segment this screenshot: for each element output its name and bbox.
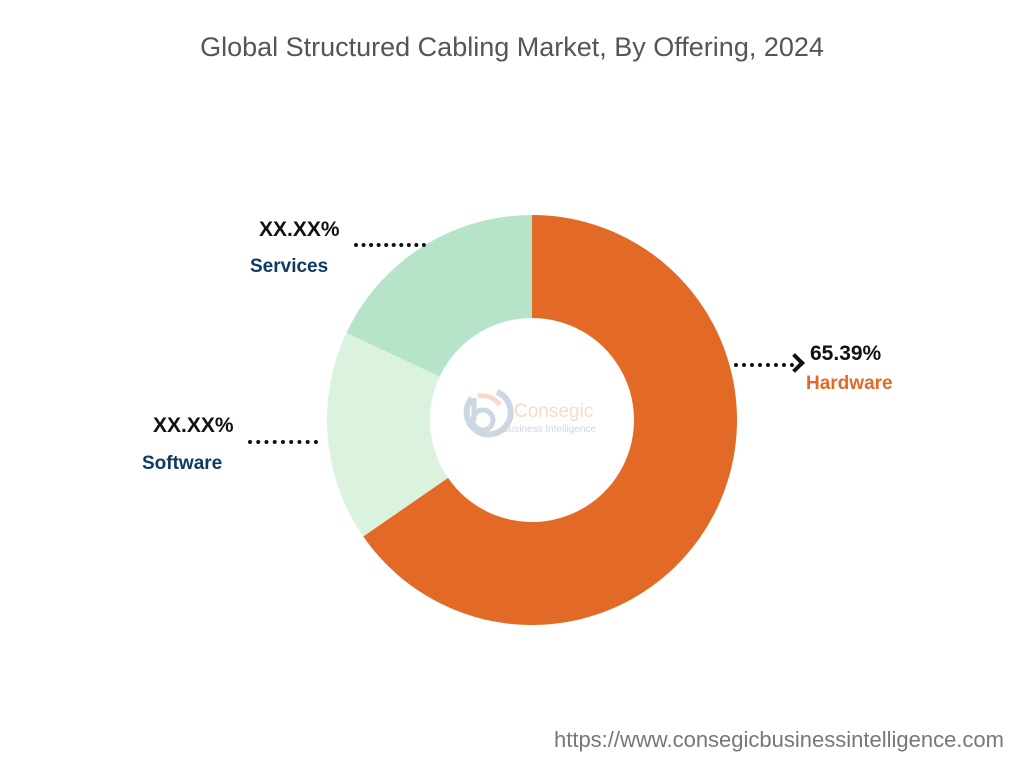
services-value-label: XX.XX% bbox=[259, 218, 340, 241]
hardware-leader-line bbox=[734, 363, 794, 367]
slice-software bbox=[327, 332, 449, 537]
watermark-logo: Consegic Business Intelligence bbox=[463, 389, 596, 438]
services-leader-line bbox=[354, 243, 426, 247]
software-name-label: Software bbox=[142, 453, 223, 474]
svg-text:Business Intelligence: Business Intelligence bbox=[502, 424, 596, 435]
svg-text:Consegic: Consegic bbox=[514, 401, 593, 422]
chart-title: Global Structured Cabling Market, By Off… bbox=[200, 32, 824, 62]
source-url: https://www.consegicbusinessintelligence… bbox=[553, 727, 1004, 752]
slice-hardware bbox=[363, 215, 737, 625]
software-value-label: XX.XX% bbox=[153, 414, 234, 437]
hardware-value-label: 65.39% bbox=[810, 342, 882, 365]
hardware-name-label: Hardware bbox=[806, 373, 893, 394]
slice-services bbox=[346, 215, 532, 377]
services-name-label: Services bbox=[250, 256, 329, 277]
software-leader-line bbox=[248, 440, 318, 444]
